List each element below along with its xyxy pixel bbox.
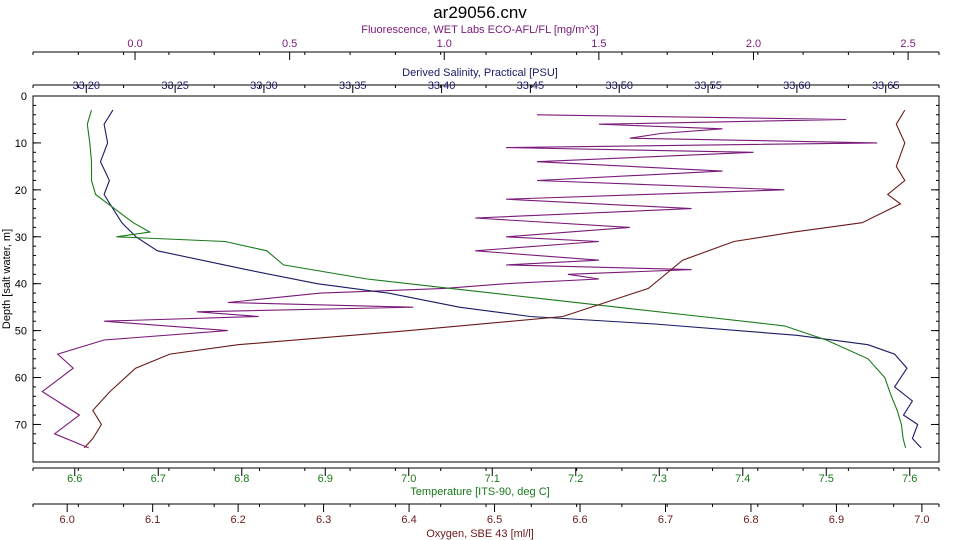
tick-label-temp: 7.0 bbox=[401, 473, 416, 485]
axis-label-sal: Derived Salinity, Practical [PSU] bbox=[402, 67, 558, 79]
tick-label-oxy: 6.6 bbox=[572, 514, 587, 526]
series-line-oxy bbox=[83, 109, 906, 449]
tick-label-fluor: 2.0 bbox=[746, 38, 761, 50]
axis-label-oxy: Oxygen, SBE 43 [ml/l] bbox=[426, 528, 534, 540]
tick-label-fluor: 0.0 bbox=[127, 38, 142, 50]
tick-label-sal: 33.30 bbox=[250, 80, 278, 92]
tick-label-sal: 33.50 bbox=[605, 80, 633, 92]
tick-label-sal: 33.40 bbox=[428, 80, 456, 92]
tick-label-temp: 7.1 bbox=[485, 473, 500, 485]
tick-label-temp: 6.8 bbox=[234, 473, 249, 485]
tick-label-oxy: 6.3 bbox=[316, 514, 331, 526]
tick-label-temp: 7.3 bbox=[652, 473, 667, 485]
y-tick-label: 50 bbox=[15, 326, 27, 338]
tick-label-sal: 33.20 bbox=[73, 80, 101, 92]
y-tick-label: 0 bbox=[21, 91, 27, 103]
plot-layer bbox=[41, 109, 922, 449]
tick-label-sal: 33.65 bbox=[872, 80, 900, 92]
tick-label-oxy: 6.4 bbox=[401, 514, 416, 526]
tick-label-sal: 33.35 bbox=[339, 80, 367, 92]
tick-label-temp: 6.6 bbox=[67, 473, 82, 485]
tick-label-oxy: 6.2 bbox=[230, 514, 245, 526]
tick-label-oxy: 6.7 bbox=[658, 514, 673, 526]
tick-label-oxy: 7.0 bbox=[914, 514, 929, 526]
chart-title: ar29056.cnv bbox=[433, 3, 527, 22]
tick-label-temp: 7.4 bbox=[735, 473, 750, 485]
tick-label-sal: 33.45 bbox=[517, 80, 545, 92]
tick-label-oxy: 6.8 bbox=[743, 514, 758, 526]
tick-label-oxy: 6.1 bbox=[145, 514, 160, 526]
tick-label-sal: 33.55 bbox=[694, 80, 722, 92]
tick-label-temp: 7.6 bbox=[902, 473, 917, 485]
tick-label-temp: 7.5 bbox=[819, 473, 834, 485]
tick-label-oxy: 6.9 bbox=[829, 514, 844, 526]
series-line-temp bbox=[86, 109, 907, 449]
y-tick-label: 20 bbox=[15, 185, 27, 197]
tick-label-temp: 6.9 bbox=[318, 473, 333, 485]
tick-label-temp: 7.2 bbox=[568, 473, 583, 485]
series-line-fluor bbox=[41, 114, 878, 449]
y-tick-label: 70 bbox=[15, 419, 27, 431]
tick-label-sal: 33.25 bbox=[161, 80, 189, 92]
tick-label-fluor: 1.0 bbox=[437, 38, 452, 50]
tick-label-oxy: 6.0 bbox=[60, 514, 75, 526]
axis-label-fluor: Fluorescence, WET Labs ECO-AFL/FL [mg/m^… bbox=[361, 24, 598, 36]
axis-label-temp: Temperature [ITS-90, deg C] bbox=[410, 486, 549, 498]
y-tick-label: 10 bbox=[15, 138, 27, 150]
series-line-sal bbox=[99, 109, 922, 449]
y-tick-label: 30 bbox=[15, 232, 27, 244]
tick-label-temp: 6.7 bbox=[151, 473, 166, 485]
y-tick-label: 60 bbox=[15, 373, 27, 385]
y-axis-label: Depth [salt water, m] bbox=[1, 229, 13, 329]
axes-layer: 0.0 0.5 1.0 1.5 2.0 2.5 Fluorescence, WET Labs… bbox=[1, 24, 940, 540]
tick-label-fluor: 2.5 bbox=[900, 38, 915, 50]
tick-label-sal: 33.60 bbox=[783, 80, 811, 92]
plot-area bbox=[32, 95, 940, 463]
y-tick-label: 40 bbox=[15, 279, 27, 291]
tick-label-oxy: 6.5 bbox=[487, 514, 502, 526]
tick-label-fluor: 1.5 bbox=[591, 38, 606, 50]
tick-label-fluor: 0.5 bbox=[282, 38, 297, 50]
